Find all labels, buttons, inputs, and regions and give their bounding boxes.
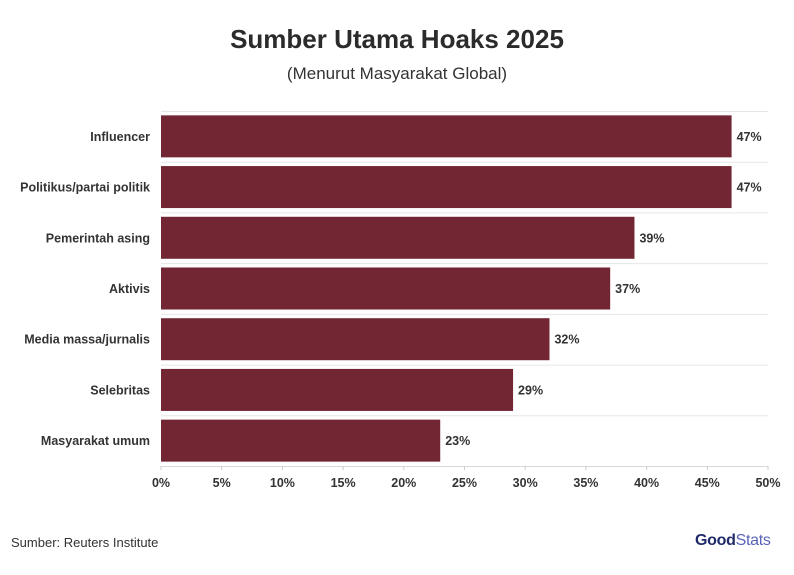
x-tick-label: 30% <box>513 476 538 490</box>
x-tick-label: 5% <box>213 476 231 490</box>
value-label: 47% <box>737 130 762 144</box>
x-tick-label: 45% <box>695 476 720 490</box>
x-tick-label: 10% <box>270 476 295 490</box>
x-tick-label: 40% <box>634 476 659 490</box>
source-note: Sumber: Reuters Institute <box>11 535 159 550</box>
chart-subtitle: (Menurut Masyarakat Global) <box>286 64 508 83</box>
bar <box>161 267 611 310</box>
bar <box>161 419 441 462</box>
value-label: 32% <box>554 333 579 347</box>
bar <box>161 115 732 158</box>
x-tick-label: 0% <box>152 476 170 490</box>
bar <box>161 318 550 361</box>
logo-text-good: Good <box>695 532 736 549</box>
value-label: 47% <box>737 181 762 195</box>
x-tick-label: 20% <box>391 476 416 490</box>
bar <box>161 166 732 209</box>
category-label: Aktivis <box>109 282 150 296</box>
category-label: Selebritas <box>90 383 150 397</box>
bar <box>161 368 514 411</box>
value-label: 39% <box>639 231 664 245</box>
x-tick-label: 25% <box>452 476 477 490</box>
goodstats-logo: GoodStats <box>695 532 771 550</box>
bar <box>161 216 635 259</box>
x-tick-label: 35% <box>573 476 598 490</box>
logo-text-stats: Stats <box>735 532 771 549</box>
value-label: 23% <box>445 434 470 448</box>
category-label: Pemerintah asing <box>46 231 150 245</box>
category-label: Masyarakat umum <box>41 434 150 448</box>
value-label: 29% <box>518 383 543 397</box>
x-tick-label: 15% <box>331 476 356 490</box>
value-label: 37% <box>615 282 640 296</box>
category-label: Influencer <box>90 130 150 144</box>
category-label: Media massa/jurnalis <box>24 333 150 347</box>
category-label: Politikus/partai politik <box>20 181 150 195</box>
chart-title: Sumber Utama Hoaks 2025 <box>230 24 564 54</box>
x-tick-label: 50% <box>755 476 780 490</box>
